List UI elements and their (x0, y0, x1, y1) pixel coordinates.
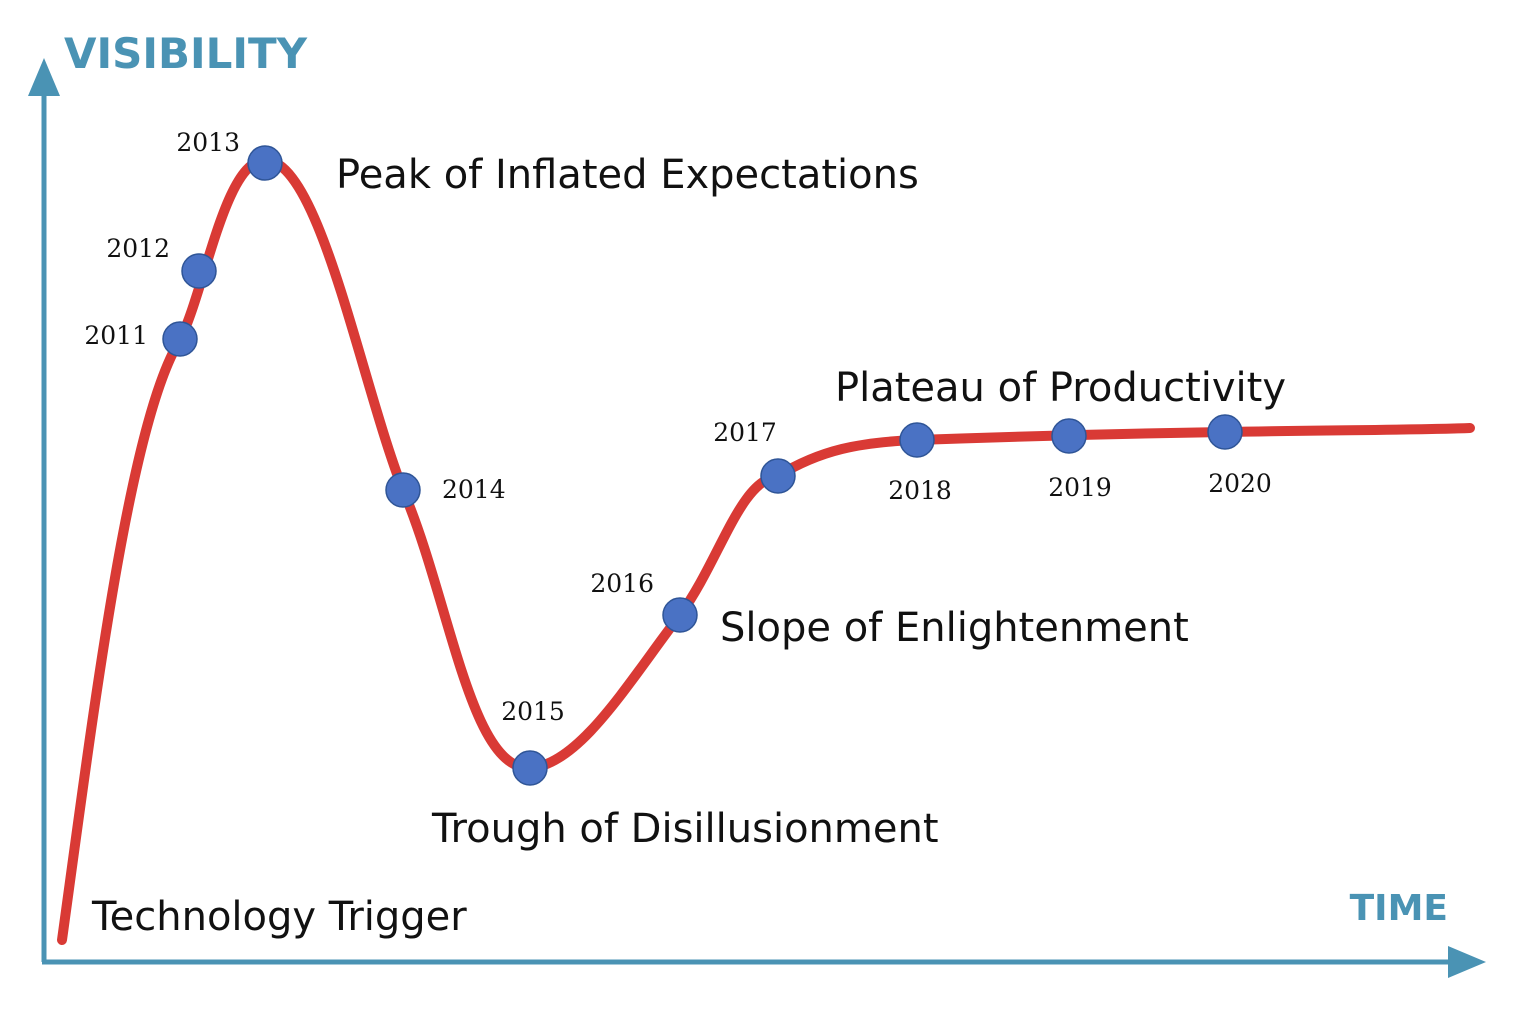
marker-2012 (181, 253, 217, 289)
year-label-2013: 2013 (176, 128, 240, 157)
phase-technology-trigger: Technology Trigger (91, 894, 467, 940)
marker-2020 (1207, 414, 1243, 450)
marker-2014 (385, 472, 421, 508)
year-label-2012: 2012 (106, 234, 170, 263)
x-axis-title: TIME (1350, 888, 1448, 929)
marker-2016 (662, 597, 698, 633)
marker-2017 (760, 458, 796, 494)
phase-labels: Technology Trigger Peak of Inflated Expe… (91, 152, 1286, 940)
marker-2013 (247, 145, 283, 181)
year-labels: 2011 2012 2013 2014 2015 2016 2017 2018 … (84, 128, 1271, 726)
year-label-2018: 2018 (888, 476, 952, 505)
year-label-2017: 2017 (713, 418, 777, 447)
year-label-2016: 2016 (590, 569, 654, 598)
y-axis-arrowhead (28, 58, 60, 96)
year-markers (162, 145, 1243, 786)
year-label-2019: 2019 (1048, 473, 1112, 502)
year-label-2011: 2011 (84, 321, 148, 350)
year-label-2020: 2020 (1208, 469, 1272, 498)
marker-2019 (1051, 418, 1087, 454)
phase-trough: Trough of Disillusionment (431, 806, 939, 852)
marker-2018 (899, 422, 935, 458)
y-axis-title: VISIBILITY (64, 29, 308, 78)
axes (28, 58, 1486, 978)
marker-2011 (162, 321, 198, 357)
year-label-2015: 2015 (501, 697, 565, 726)
phase-slope: Slope of Enlightenment (720, 605, 1189, 651)
phase-plateau: Plateau of Productivity (835, 365, 1286, 411)
marker-2015 (512, 750, 548, 786)
year-label-2014: 2014 (442, 475, 506, 504)
x-axis-arrowhead (1448, 946, 1486, 978)
phase-peak: Peak of Inflated Expectations (336, 152, 919, 198)
